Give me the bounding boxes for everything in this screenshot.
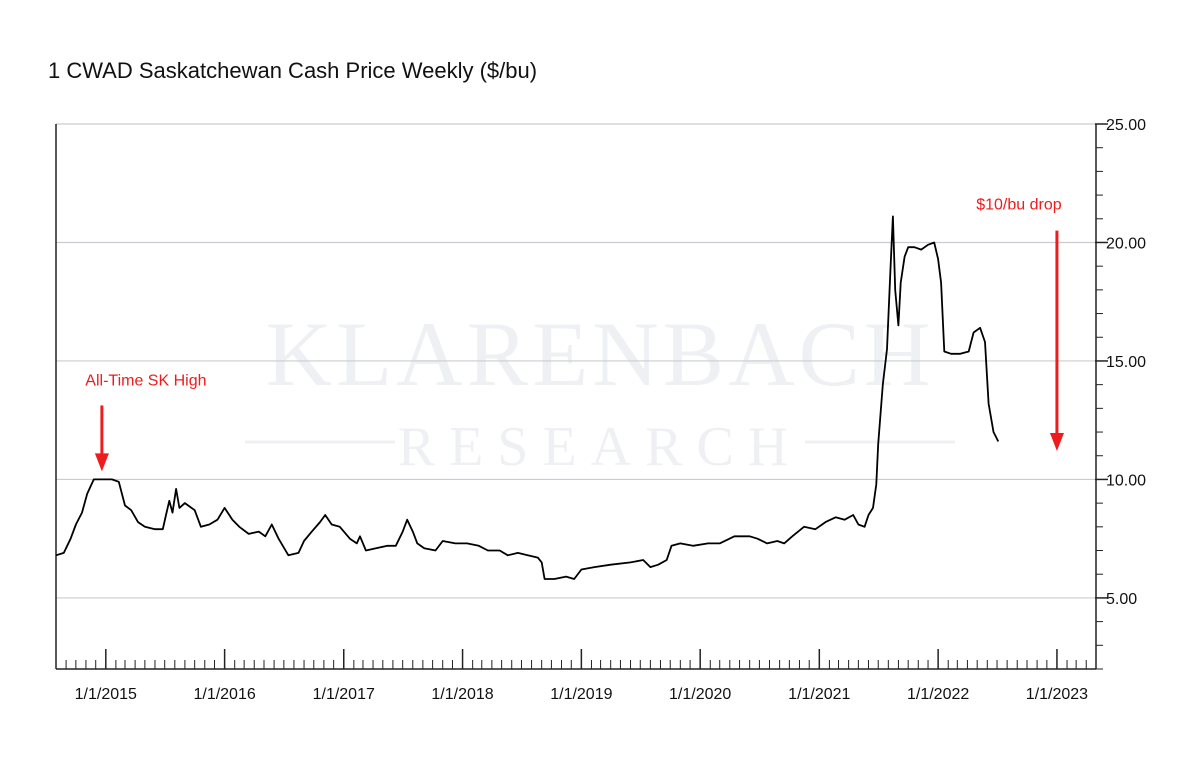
annotation-drop-label: $10/bu drop	[976, 197, 1062, 214]
x-tick-label: 1/1/2022	[907, 686, 969, 703]
x-tick-label: 1/1/2021	[788, 686, 850, 703]
watermark-logo: KLARENBACH RESEARCH	[245, 303, 955, 478]
series-layer	[55, 215, 1000, 580]
x-tick-label: 1/1/2023	[1026, 686, 1088, 703]
chart-title: 1 CWAD Saskatchewan Cash Price Weekly ($…	[48, 58, 538, 83]
x-tick-label: 1/1/2020	[669, 686, 731, 703]
watermark-line1: KLARENBACH	[266, 303, 935, 405]
annotation-all-time-high-label: All-Time SK High	[85, 372, 206, 389]
watermark-line2: RESEARCH	[398, 416, 803, 478]
x-tick-label: 1/1/2018	[431, 686, 493, 703]
y-tick-label: 5.00	[1106, 591, 1137, 608]
x-tick-label: 1/1/2016	[193, 686, 255, 703]
x-tick-label: 1/1/2019	[550, 686, 612, 703]
y-tick-label: 20.00	[1106, 235, 1146, 252]
y-tick-label: 10.00	[1106, 472, 1146, 489]
series-line	[55, 215, 1000, 580]
annotation-arrow-head	[94, 453, 109, 472]
annotation-drop-arrow-head	[1049, 433, 1064, 451]
y-tick-label: 15.00	[1106, 354, 1146, 371]
gridlines	[56, 123, 1096, 599]
axes: 5.00 10.00 15.00 20.00 25.00 1/1/2015 1/1/2016…	[55, 117, 1146, 703]
x-tick-label: 1/1/2015	[75, 686, 137, 703]
annotations: All-Time SK High $10/bu drop	[85, 197, 1064, 472]
y-tick-label: 25.00	[1106, 117, 1146, 134]
x-tick-label: 1/1/2017	[313, 686, 375, 703]
